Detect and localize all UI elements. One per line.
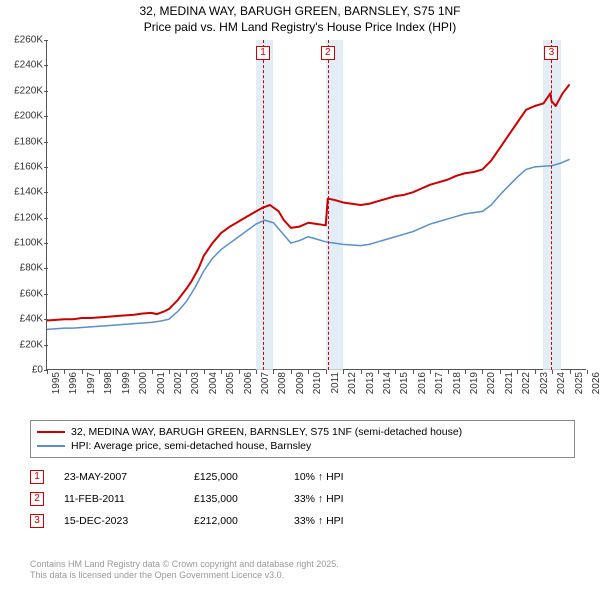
- legend-label-price: 32, MEDINA WAY, BARUGH GREEN, BARNSLEY, …: [71, 426, 462, 438]
- marker-line: [263, 40, 264, 370]
- legend-row-hpi: HPI: Average price, semi-detached house,…: [37, 439, 568, 453]
- x-tick-label: 2025: [574, 372, 585, 394]
- x-tick-label: 2004: [208, 372, 219, 394]
- x-tick-label: 2019: [469, 372, 480, 394]
- x-tick-label: 2007: [260, 372, 271, 394]
- line-svg: [47, 40, 587, 370]
- title-line2: Price paid vs. HM Land Registry's House …: [0, 20, 600, 36]
- x-tick-label: 2015: [399, 372, 410, 394]
- marker-row-date: 23-MAY-2007: [64, 471, 194, 483]
- y-tick-label: £120K: [3, 212, 43, 223]
- y-tick-label: £40K: [3, 314, 43, 325]
- x-tick-label: 2026: [591, 372, 600, 394]
- legend-swatch-hpi: [37, 445, 65, 447]
- marker-line: [551, 40, 552, 370]
- marker-row-price: £125,000: [194, 471, 294, 483]
- y-tick-label: £200K: [3, 111, 43, 122]
- legend-label-hpi: HPI: Average price, semi-detached house,…: [71, 440, 311, 452]
- series-hpi: [47, 159, 570, 329]
- x-tick-label: 2010: [312, 372, 323, 394]
- y-tick-label: £240K: [3, 60, 43, 71]
- plot-region: £0£20K£40K£60K£80K£100K£120K£140K£160K£1…: [46, 40, 586, 370]
- x-tick-label: 2003: [190, 372, 201, 394]
- y-tick-label: £60K: [3, 288, 43, 299]
- x-tick-label: 2024: [556, 372, 567, 394]
- x-tick-label: 2014: [382, 372, 393, 394]
- x-tick-label: 2005: [225, 372, 236, 394]
- x-tick-label: 2006: [243, 372, 254, 394]
- marker-row-num: 3: [30, 514, 44, 528]
- x-tick-label: 2022: [521, 372, 532, 394]
- x-tick-label: 1999: [121, 372, 132, 394]
- marker-row-date: 11-FEB-2011: [64, 493, 194, 505]
- x-tick-label: 2021: [504, 372, 515, 394]
- title-line1: 32, MEDINA WAY, BARUGH GREEN, BARNSLEY, …: [0, 4, 600, 20]
- x-tick-label: 2018: [452, 372, 463, 394]
- y-tick-label: £140K: [3, 187, 43, 198]
- x-tick-label: 1998: [103, 372, 114, 394]
- marker-number-box: 3: [544, 46, 558, 60]
- legend: 32, MEDINA WAY, BARUGH GREEN, BARNSLEY, …: [30, 420, 575, 458]
- marker-row-pct: 10% ↑ HPI: [294, 471, 414, 483]
- marker-row: 1 23-MAY-2007£125,00010% ↑ HPI: [30, 466, 414, 488]
- y-tick-label: £20K: [3, 339, 43, 350]
- y-tick-label: £0: [3, 365, 43, 376]
- marker-row-num: 1: [30, 470, 44, 484]
- marker-row-pct: 33% ↑ HPI: [294, 515, 414, 527]
- footer: Contains HM Land Registry data © Crown c…: [30, 559, 339, 582]
- x-tick-label: 2017: [434, 372, 445, 394]
- x-tick-label: 2020: [486, 372, 497, 394]
- markers-table: 1 23-MAY-2007£125,00010% ↑ HPI 2 11-FEB-201…: [30, 466, 414, 532]
- x-tick-label: 1995: [51, 372, 62, 394]
- marker-row-price: £135,000: [194, 493, 294, 505]
- y-tick-label: £80K: [3, 263, 43, 274]
- marker-row: 3 15-DEC-2023£212,00033% ↑ HPI: [30, 510, 414, 532]
- footer-line1: Contains HM Land Registry data © Crown c…: [30, 559, 339, 571]
- y-tick-label: £260K: [3, 35, 43, 46]
- marker-row: 2 11-FEB-2011£135,00033% ↑ HPI: [30, 488, 414, 510]
- marker-row-date: 15-DEC-2023: [64, 515, 194, 527]
- x-tick-label: 2001: [156, 372, 167, 394]
- x-tick-label: 1997: [86, 372, 97, 394]
- y-tick-label: £160K: [3, 161, 43, 172]
- x-tick-label: 2013: [365, 372, 376, 394]
- x-tick-label: 2011: [330, 372, 341, 394]
- x-tick-label: 2002: [173, 372, 184, 394]
- x-tick-label: 2000: [138, 372, 149, 394]
- chart-title: 32, MEDINA WAY, BARUGH GREEN, BARNSLEY, …: [0, 0, 600, 35]
- chart-area: £0£20K£40K£60K£80K£100K£120K£140K£160K£1…: [46, 40, 586, 400]
- marker-row-pct: 33% ↑ HPI: [294, 493, 414, 505]
- legend-swatch-price: [37, 431, 65, 434]
- x-tick-label: 2023: [539, 372, 550, 394]
- marker-number-box: 2: [321, 46, 335, 60]
- marker-row-num: 2: [30, 492, 44, 506]
- marker-number-box: 1: [256, 46, 270, 60]
- legend-row-price: 32, MEDINA WAY, BARUGH GREEN, BARNSLEY, …: [37, 425, 568, 439]
- series-price_paid: [47, 84, 570, 320]
- x-tick-label: 2008: [277, 372, 288, 394]
- x-tick-label: 1996: [68, 372, 79, 394]
- marker-row-price: £212,000: [194, 515, 294, 527]
- x-tick-label: 2012: [347, 372, 358, 394]
- y-tick-label: £220K: [3, 85, 43, 96]
- x-tick-label: 2009: [295, 372, 306, 394]
- footer-line2: This data is licensed under the Open Gov…: [30, 570, 339, 582]
- y-tick-label: £180K: [3, 136, 43, 147]
- x-tick-label: 2016: [417, 372, 428, 394]
- marker-line: [328, 40, 329, 370]
- y-tick-label: £100K: [3, 238, 43, 249]
